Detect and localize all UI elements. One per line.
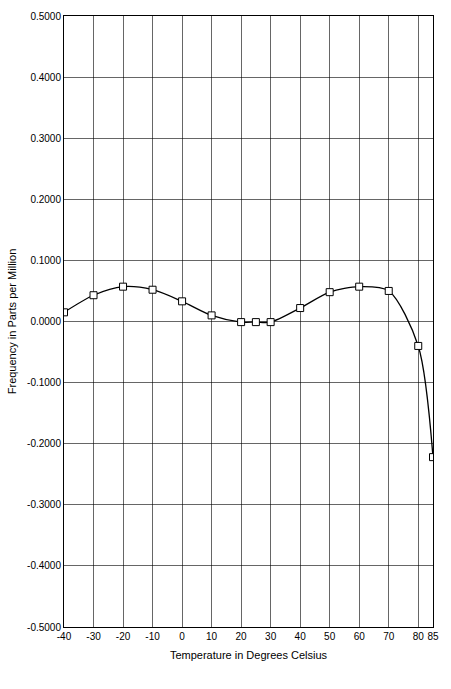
svg-text:0.5000: 0.5000 [30, 11, 61, 22]
svg-text:0.4000: 0.4000 [30, 72, 61, 83]
svg-text:Frequency in Parts per Million: Frequency in Parts per Million [6, 249, 18, 395]
svg-text:0.1000: 0.1000 [30, 255, 61, 266]
svg-text:-40: -40 [57, 631, 72, 642]
svg-text:-0.3000: -0.3000 [27, 499, 61, 510]
svg-text:0.0000: 0.0000 [30, 316, 61, 327]
svg-text:-0.2000: -0.2000 [27, 438, 61, 449]
svg-text:20: 20 [236, 631, 248, 642]
svg-text:0.3000: 0.3000 [30, 133, 61, 144]
svg-text:-0.5000: -0.5000 [27, 622, 61, 633]
svg-text:30: 30 [265, 631, 277, 642]
svg-text:85: 85 [427, 631, 439, 642]
svg-text:-20: -20 [116, 631, 131, 642]
svg-text:-0.4000: -0.4000 [27, 560, 61, 571]
svg-text:70: 70 [383, 631, 395, 642]
svg-text:60: 60 [354, 631, 366, 642]
svg-text:-10: -10 [145, 631, 160, 642]
svg-text:80: 80 [413, 631, 425, 642]
svg-text:10: 10 [206, 631, 218, 642]
svg-text:50: 50 [324, 631, 336, 642]
svg-text:Temperature in Degrees Celsius: Temperature in Degrees Celsius [170, 649, 328, 661]
svg-text:-0.1000: -0.1000 [27, 377, 61, 388]
svg-text:0.2000: 0.2000 [30, 194, 61, 205]
svg-text:0: 0 [179, 631, 185, 642]
svg-text:-30: -30 [86, 631, 101, 642]
svg-text:40: 40 [295, 631, 307, 642]
